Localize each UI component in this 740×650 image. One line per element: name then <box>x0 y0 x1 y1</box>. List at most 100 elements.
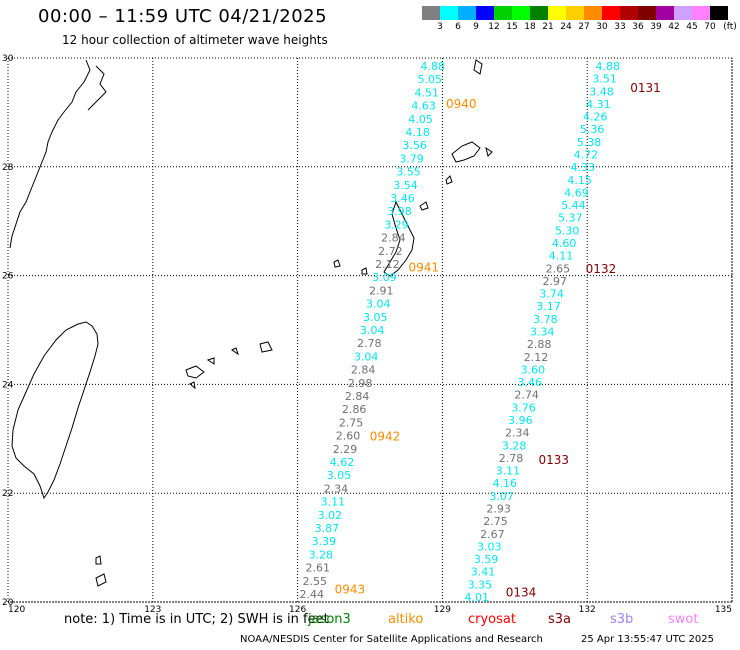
wave-height-reading: 2.60 <box>336 430 361 443</box>
okinawa-island <box>383 200 415 277</box>
color-swatch <box>476 6 494 20</box>
map-subtitle: 12 hour collection of altimeter wave hei… <box>62 33 328 47</box>
wave-height-reading: 3.34 <box>530 326 555 339</box>
amami-island <box>451 141 481 163</box>
color-scale-label: 18 <box>524 22 536 32</box>
wave-height-reading: 2.98 <box>348 377 373 390</box>
wave-height-reading: 4.62 <box>330 456 355 469</box>
wave-height-reading: 2.78 <box>499 452 524 465</box>
wave-height-reading: 3.11 <box>321 496 346 509</box>
wave-height-reading: 2.55 <box>303 575 328 588</box>
wave-height-reading: 2.75 <box>483 515 508 528</box>
longitude-label: 129 <box>434 605 451 615</box>
wave-height-reading: 4.51 <box>414 86 439 99</box>
wave-height-reading: 3.04 <box>366 298 391 311</box>
latitude-label: 28 <box>2 163 14 173</box>
color-scale-label: 70 <box>704 22 716 32</box>
ryukyu-chain-north-2 <box>87 65 107 111</box>
color-scale-label: 45 <box>686 22 698 32</box>
color-swatch <box>440 6 458 20</box>
wave-height-reading: 2.84 <box>381 232 406 245</box>
satellite-name: jason3 <box>308 612 351 627</box>
wave-height-reading: 2.86 <box>342 403 367 416</box>
wave-height-reading: 3.05 <box>363 311 388 324</box>
pass-time-label: 0941 <box>408 261 439 275</box>
wave-height-reading: 2.67 <box>480 528 505 541</box>
color-swatch <box>710 6 728 20</box>
color-scale-label: 15 <box>506 22 518 32</box>
satellite-name: altiko <box>388 612 424 627</box>
wave-height-reading: 2.12 <box>524 351 549 364</box>
color-swatch <box>602 6 620 20</box>
satellite-name: swot <box>668 612 699 627</box>
wave-height-reading: 5.36 <box>580 123 605 136</box>
footer-note: note: 1) Time is in UTC; 2) SWH is in fe… <box>64 612 329 627</box>
wave-height-reading: 5.37 <box>558 212 583 225</box>
wave-height-reading: 3.46 <box>390 192 415 205</box>
wave-height-reading: 2.12 <box>375 258 400 271</box>
map-title: 00:00 – 11:59 UTC 04/21/2025 <box>38 6 328 27</box>
ryukyu-chain-north <box>9 59 91 249</box>
color-swatch <box>584 6 602 20</box>
small-island-9 <box>189 381 196 390</box>
wave-height-reading: 3.48 <box>589 85 614 98</box>
wave-height-reading: 3.28 <box>502 439 527 452</box>
miyako-island <box>259 341 273 353</box>
wave-height-reading: 3.96 <box>508 414 533 427</box>
map-frame <box>7 57 733 603</box>
wave-height-reading: 3.29 <box>384 218 409 231</box>
pass-time-label: 0942 <box>370 430 401 444</box>
color-scale-label: 27 <box>578 22 590 32</box>
pass-time-label: 0134 <box>506 586 537 600</box>
wave-height-reading: 4.01 <box>465 591 490 604</box>
wave-height-reading: 5.30 <box>555 224 580 237</box>
wave-height-reading: 3.74 <box>539 288 564 301</box>
color-swatch <box>620 6 638 20</box>
pass-time-label: 0131 <box>630 81 661 95</box>
wave-height-reading: 2.75 <box>339 416 364 429</box>
wave-height-reading: 2.65 <box>546 262 571 275</box>
wave-height-reading: 3.11 <box>496 465 521 478</box>
wave-height-reading: 3.87 <box>315 522 340 535</box>
color-scale-label: 3 <box>437 22 443 32</box>
color-swatch <box>530 6 548 20</box>
small-island-7 <box>206 357 215 365</box>
color-swatch <box>512 6 530 20</box>
small-island-1 <box>419 201 429 211</box>
wave-height-reading: 3.09 <box>372 271 397 284</box>
wave-height-reading: 4.15 <box>567 174 592 187</box>
small-island-2 <box>445 175 453 185</box>
small-island-11 <box>95 573 107 587</box>
wave-height-reading: 2.72 <box>378 245 403 258</box>
wave-height-reading: 3.07 <box>489 490 514 503</box>
wave-height-reading: 3.98 <box>387 205 412 218</box>
wave-height-reading: 3.46 <box>518 376 543 389</box>
wave-height-reading: 4.88 <box>421 60 446 73</box>
color-scale-label: 21 <box>542 22 554 32</box>
color-swatch <box>674 6 692 20</box>
wave-height-reading: 3.55 <box>396 166 421 179</box>
color-scale-label: 6 <box>455 22 461 32</box>
wave-height-reading: 3.59 <box>474 553 499 566</box>
wave-height-reading: 2.34 <box>505 427 530 440</box>
longitude-label: 126 <box>289 605 306 615</box>
wave-height-reading: 3.02 <box>318 509 343 522</box>
color-scale-label: 12 <box>488 22 500 32</box>
altimeter-readings: 4.885.054.514.634.054.183.563.793.553.54… <box>300 60 661 604</box>
wave-height-reading: 4.63 <box>411 100 436 113</box>
wave-height-reading: 2.34 <box>324 482 349 495</box>
pass-time-label: 0133 <box>539 453 570 467</box>
axis-labels: 120 123 126 129 132 135 30 28 26 24 22 20 <box>2 54 732 615</box>
pass-time-label: 0132 <box>586 262 617 276</box>
color-scale-label: 36 <box>632 22 644 32</box>
small-island-6 <box>361 267 368 275</box>
wave-height-reading: 3.60 <box>521 363 546 376</box>
wave-height-reading: 4.31 <box>586 98 611 111</box>
wave-height-reading: 4.60 <box>552 237 577 250</box>
wave-height-reading: 3.56 <box>402 139 427 152</box>
wave-height-reading: 4.05 <box>408 113 433 126</box>
wave-height-reading: 5.44 <box>561 199 586 212</box>
wave-height-reading: 3.79 <box>399 152 424 165</box>
latitude-label: 22 <box>2 489 13 499</box>
small-island-3 <box>473 59 483 75</box>
